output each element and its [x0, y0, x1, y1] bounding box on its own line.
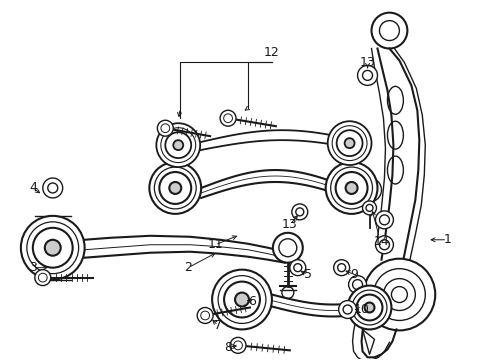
Circle shape	[348, 276, 367, 293]
Circle shape	[212, 270, 272, 329]
Circle shape	[375, 236, 393, 254]
Text: 13: 13	[360, 56, 375, 69]
Circle shape	[35, 270, 51, 285]
Text: 14: 14	[373, 235, 390, 248]
Circle shape	[347, 285, 392, 329]
Circle shape	[365, 302, 374, 312]
Circle shape	[328, 121, 371, 165]
Circle shape	[358, 66, 377, 85]
Circle shape	[197, 307, 213, 323]
Text: 11: 11	[207, 238, 223, 251]
Circle shape	[149, 162, 201, 214]
Circle shape	[21, 216, 85, 280]
Circle shape	[173, 140, 183, 150]
Text: 1: 1	[443, 233, 451, 246]
Circle shape	[292, 204, 308, 220]
Circle shape	[364, 259, 435, 330]
Text: 3: 3	[29, 261, 37, 274]
Circle shape	[230, 337, 246, 353]
Circle shape	[339, 301, 357, 319]
Circle shape	[220, 110, 236, 126]
Text: 6: 6	[248, 295, 256, 308]
Circle shape	[169, 182, 181, 194]
Circle shape	[273, 233, 303, 263]
Text: 9: 9	[351, 268, 359, 281]
Circle shape	[235, 293, 249, 306]
Text: 4: 4	[29, 181, 37, 194]
Circle shape	[371, 13, 407, 49]
Circle shape	[326, 162, 377, 214]
Circle shape	[344, 138, 355, 148]
Text: 10: 10	[354, 303, 369, 316]
Circle shape	[363, 201, 376, 215]
Text: 2: 2	[184, 261, 192, 274]
Circle shape	[157, 120, 173, 136]
Text: 13: 13	[282, 218, 298, 231]
Text: 8: 8	[224, 341, 232, 354]
Text: 12: 12	[264, 46, 280, 59]
Circle shape	[156, 123, 200, 167]
Circle shape	[45, 240, 61, 256]
Text: 7: 7	[214, 319, 222, 332]
Circle shape	[43, 178, 63, 198]
Circle shape	[375, 211, 393, 229]
Circle shape	[290, 260, 306, 276]
Circle shape	[345, 182, 358, 194]
Text: 5: 5	[304, 268, 312, 281]
Circle shape	[334, 260, 349, 276]
